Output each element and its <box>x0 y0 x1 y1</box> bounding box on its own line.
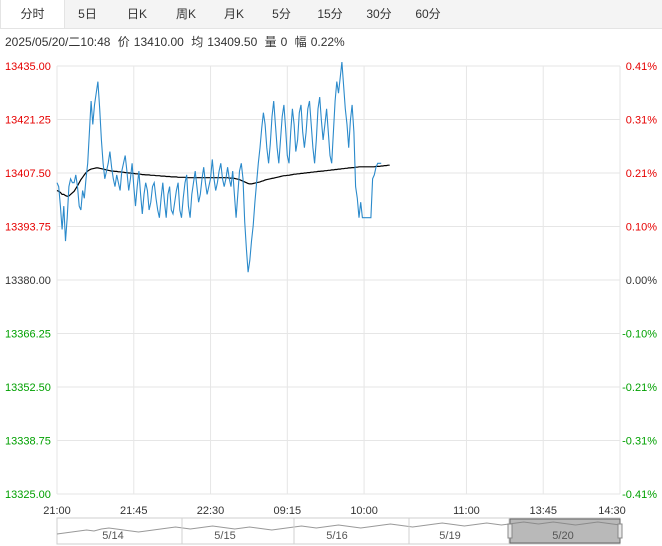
x-tick-label-3: 09:15 <box>274 505 302 517</box>
info-price: 13410.00 <box>133 35 184 49</box>
tab-2[interactable]: 日K <box>126 7 147 21</box>
info-avg-label: 均 <box>191 35 204 49</box>
info-avg: 13409.50 <box>207 35 258 49</box>
info-volume: 0 <box>280 35 288 49</box>
info-change-label: 幅 <box>294 35 307 49</box>
tab-0[interactable]: 分时 <box>0 0 65 28</box>
y-pct-label-7: -0.31% <box>622 436 657 448</box>
y-tick-label-8: 13325.00 <box>5 489 51 501</box>
tab-6[interactable]: 15分 <box>317 7 343 21</box>
y-tick-label-1: 13421.25 <box>5 115 51 127</box>
tab-7[interactable]: 30分 <box>366 7 392 21</box>
y-pct-label-8: -0.41% <box>622 489 657 501</box>
tab-8[interactable]: 60分 <box>415 7 441 21</box>
navigator-label-4: 5/20 <box>552 530 573 542</box>
info-price-label: 价 <box>117 35 130 49</box>
y-tick-label-4: 13380.00 <box>5 275 51 287</box>
y-tick-label-3: 13393.75 <box>5 222 51 234</box>
x-tick-label-1: 21:45 <box>120 505 148 517</box>
navigator-label-2: 5/16 <box>326 530 347 542</box>
y-tick-label-5: 13366.25 <box>5 329 51 341</box>
y-tick-label-7: 13338.75 <box>5 436 51 448</box>
x-tick-label-5: 11:00 <box>453 505 480 517</box>
navigator-label-0: 5/14 <box>102 530 123 542</box>
x-tick-label-4: 10:00 <box>350 505 378 517</box>
y-pct-label-0: 0.41% <box>626 61 657 73</box>
y-pct-label-2: 0.21% <box>626 168 657 180</box>
x-tick-label-0: 21:00 <box>43 505 71 517</box>
y-tick-label-2: 13407.50 <box>5 168 51 180</box>
navigator-handle-left[interactable] <box>507 523 513 539</box>
y-tick-label-0: 13435.00 <box>5 61 51 73</box>
y-tick-label-6: 13352.50 <box>5 382 51 394</box>
tab-1[interactable]: 5日 <box>78 7 97 21</box>
navigator-label-3: 5/19 <box>439 530 460 542</box>
navigator-label-1: 5/15 <box>214 530 235 542</box>
y-pct-label-5: -0.10% <box>622 329 657 341</box>
y-pct-label-6: -0.21% <box>622 382 657 394</box>
info-datetime: 2025/05/20/二10:48 <box>5 35 111 49</box>
navigator-handle-right[interactable] <box>617 523 623 539</box>
x-tick-label-6: 13:45 <box>529 505 557 517</box>
y-pct-label-3: 0.10% <box>626 222 657 234</box>
tab-5[interactable]: 5分 <box>272 7 291 21</box>
period-tabs: 分时 5日 日K 周K 月K 5分 15分 30分 60分 <box>0 0 662 29</box>
info-volume-label: 量 <box>264 35 277 49</box>
y-pct-label-4: 0.00% <box>626 275 657 287</box>
tab-4[interactable]: 月K <box>223 7 244 21</box>
navigator-selected-window[interactable] <box>509 518 621 544</box>
y-pct-label-1: 0.31% <box>626 115 657 127</box>
x-tick-label-7: 14:30 <box>598 505 626 517</box>
tab-3[interactable]: 周K <box>175 7 196 21</box>
x-tick-label-2: 22:30 <box>197 505 225 517</box>
series-price-line[interactable] <box>56 62 382 273</box>
info-change: 0.22% <box>310 35 345 49</box>
